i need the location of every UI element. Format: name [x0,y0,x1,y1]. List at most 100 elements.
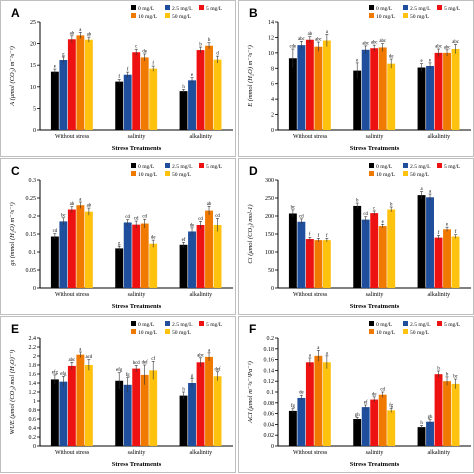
bar [115,81,124,130]
y-tick-label: 0.15 [26,232,37,238]
legend-swatch [131,5,136,10]
bar [67,209,76,288]
significance-letter: a [326,351,329,356]
legend-label: 0 mg/L [376,6,393,12]
significance-letter: e [420,59,422,64]
panel-label: C [11,164,20,178]
chart-c: C 0 0.05 0.1 0.15 0.2 0.25 0.3 gs (mmol (H₂O) m⁻… [0,158,236,315]
bar [84,39,93,130]
bar [196,225,205,288]
significance-letter: def [214,367,221,372]
legend-label: 50 mg/L [172,172,192,178]
bar [305,239,314,288]
significance-letter: efg [60,372,67,377]
significance-letter: de [190,223,195,228]
significance-letter: cd [198,217,203,222]
x-tick-label: Without stress [293,134,328,140]
chart-f: F 0 0.02 0.04 0.06 0.08 0.1 0.12 0.14 0.16 0.18 0.2… [238,316,474,473]
significance-letter: c [135,45,137,50]
significance-letter: gh [355,413,360,418]
legend-swatch [403,171,408,176]
significance-letter: a [309,353,312,358]
significance-letter: b [356,199,359,204]
panel-c: C 0 0.05 0.1 0.15 0.2 0.25 0.3 gs (mmol (H₂O) m⁻… [0,158,236,315]
y-tick-label: 6 [271,82,274,88]
bar [140,374,149,446]
legend-label: 2.5 mg/L [172,322,193,328]
bar [417,195,426,288]
bar [213,225,222,288]
significance-letter: h [182,388,185,393]
significance-letter: de [151,236,156,241]
legend-label: 5 mg/L [444,6,461,12]
significance-letter: ab [308,32,313,37]
panel-a: A 0 5 10 15 20 25 A (μmol (CO₂) m⁻²s⁻¹) e g ab a ab W… [0,0,236,157]
bar [434,52,443,130]
legend-swatch [403,329,408,334]
legend-swatch [131,171,136,176]
bar [361,219,370,288]
x-axis-label: Stress Treatments [112,145,162,152]
legend-swatch [403,163,408,168]
y-tick-label: 100 [265,250,274,256]
significance-letter: abc [379,39,386,44]
bar [205,356,213,446]
y-tick-label: 0.2 [29,435,37,441]
y-tick-label: 250 [265,196,274,202]
y-tick-label: 0 [271,286,274,292]
legend-label: 50 mg/L [410,172,430,178]
bar [123,74,132,130]
y-tick-label: 0.25 [26,196,37,202]
x-tick-label: salinity [128,450,146,456]
significance-letter: a [317,346,320,351]
bar [149,68,158,130]
bar [188,383,196,446]
legend-label: 10 mg/L [376,330,396,336]
y-tick-label: 12 [268,35,274,41]
significance-letter: b [446,372,449,377]
significance-letter: ef [364,400,368,405]
bar [387,209,396,288]
legend-swatch [165,5,170,10]
bar [132,224,141,288]
bar [67,365,76,446]
y-tick-label: 0.16 [264,358,275,364]
significance-letter: a [326,30,329,35]
y-tick-label: 0.06 [264,412,275,418]
significance-letter: acd [86,355,93,360]
significance-letter: ab [87,204,92,209]
y-tick-label: 0 [271,128,274,134]
y-tick-label: 0.1 [267,390,275,396]
y-tick-label: 1.8 [29,363,37,369]
y-axis-label: ACI (μmol m⁻²s⁻¹Pa⁻¹) [247,361,254,424]
legend-swatch [165,329,170,334]
x-tick-label: Without stress [55,450,90,456]
legend-swatch [165,321,170,326]
significance-letter: f [127,68,129,73]
bar [59,221,68,288]
legend-label: 2.5 mg/L [410,6,431,12]
bar [426,65,434,130]
y-tick-label: 200 [265,214,274,220]
legend-swatch [199,321,204,326]
bar [451,49,460,130]
legend-label: 5 mg/L [444,322,461,328]
bar [387,63,396,130]
panel-label: A [11,6,20,20]
bar [179,244,188,288]
significance-letter: e [54,65,56,70]
legend-label: 10 mg/L [376,14,396,20]
significance-letter: g [191,374,194,379]
bar [305,362,314,446]
legend-swatch [165,13,170,18]
bar [443,381,451,446]
legend-swatch [165,163,170,168]
y-tick-label: 2 [33,354,36,360]
bar [353,70,362,130]
significance-letter: b [437,366,440,371]
significance-letter: b [199,43,202,48]
significance-letter: b [390,203,393,208]
panel-e: E 0 0.2 0.4 0.6 0.8 1 1.2 1.4 1.6 1.8 2 2.2 2.4 WUE (μ… [0,316,236,473]
significance-letter: d [216,52,219,57]
